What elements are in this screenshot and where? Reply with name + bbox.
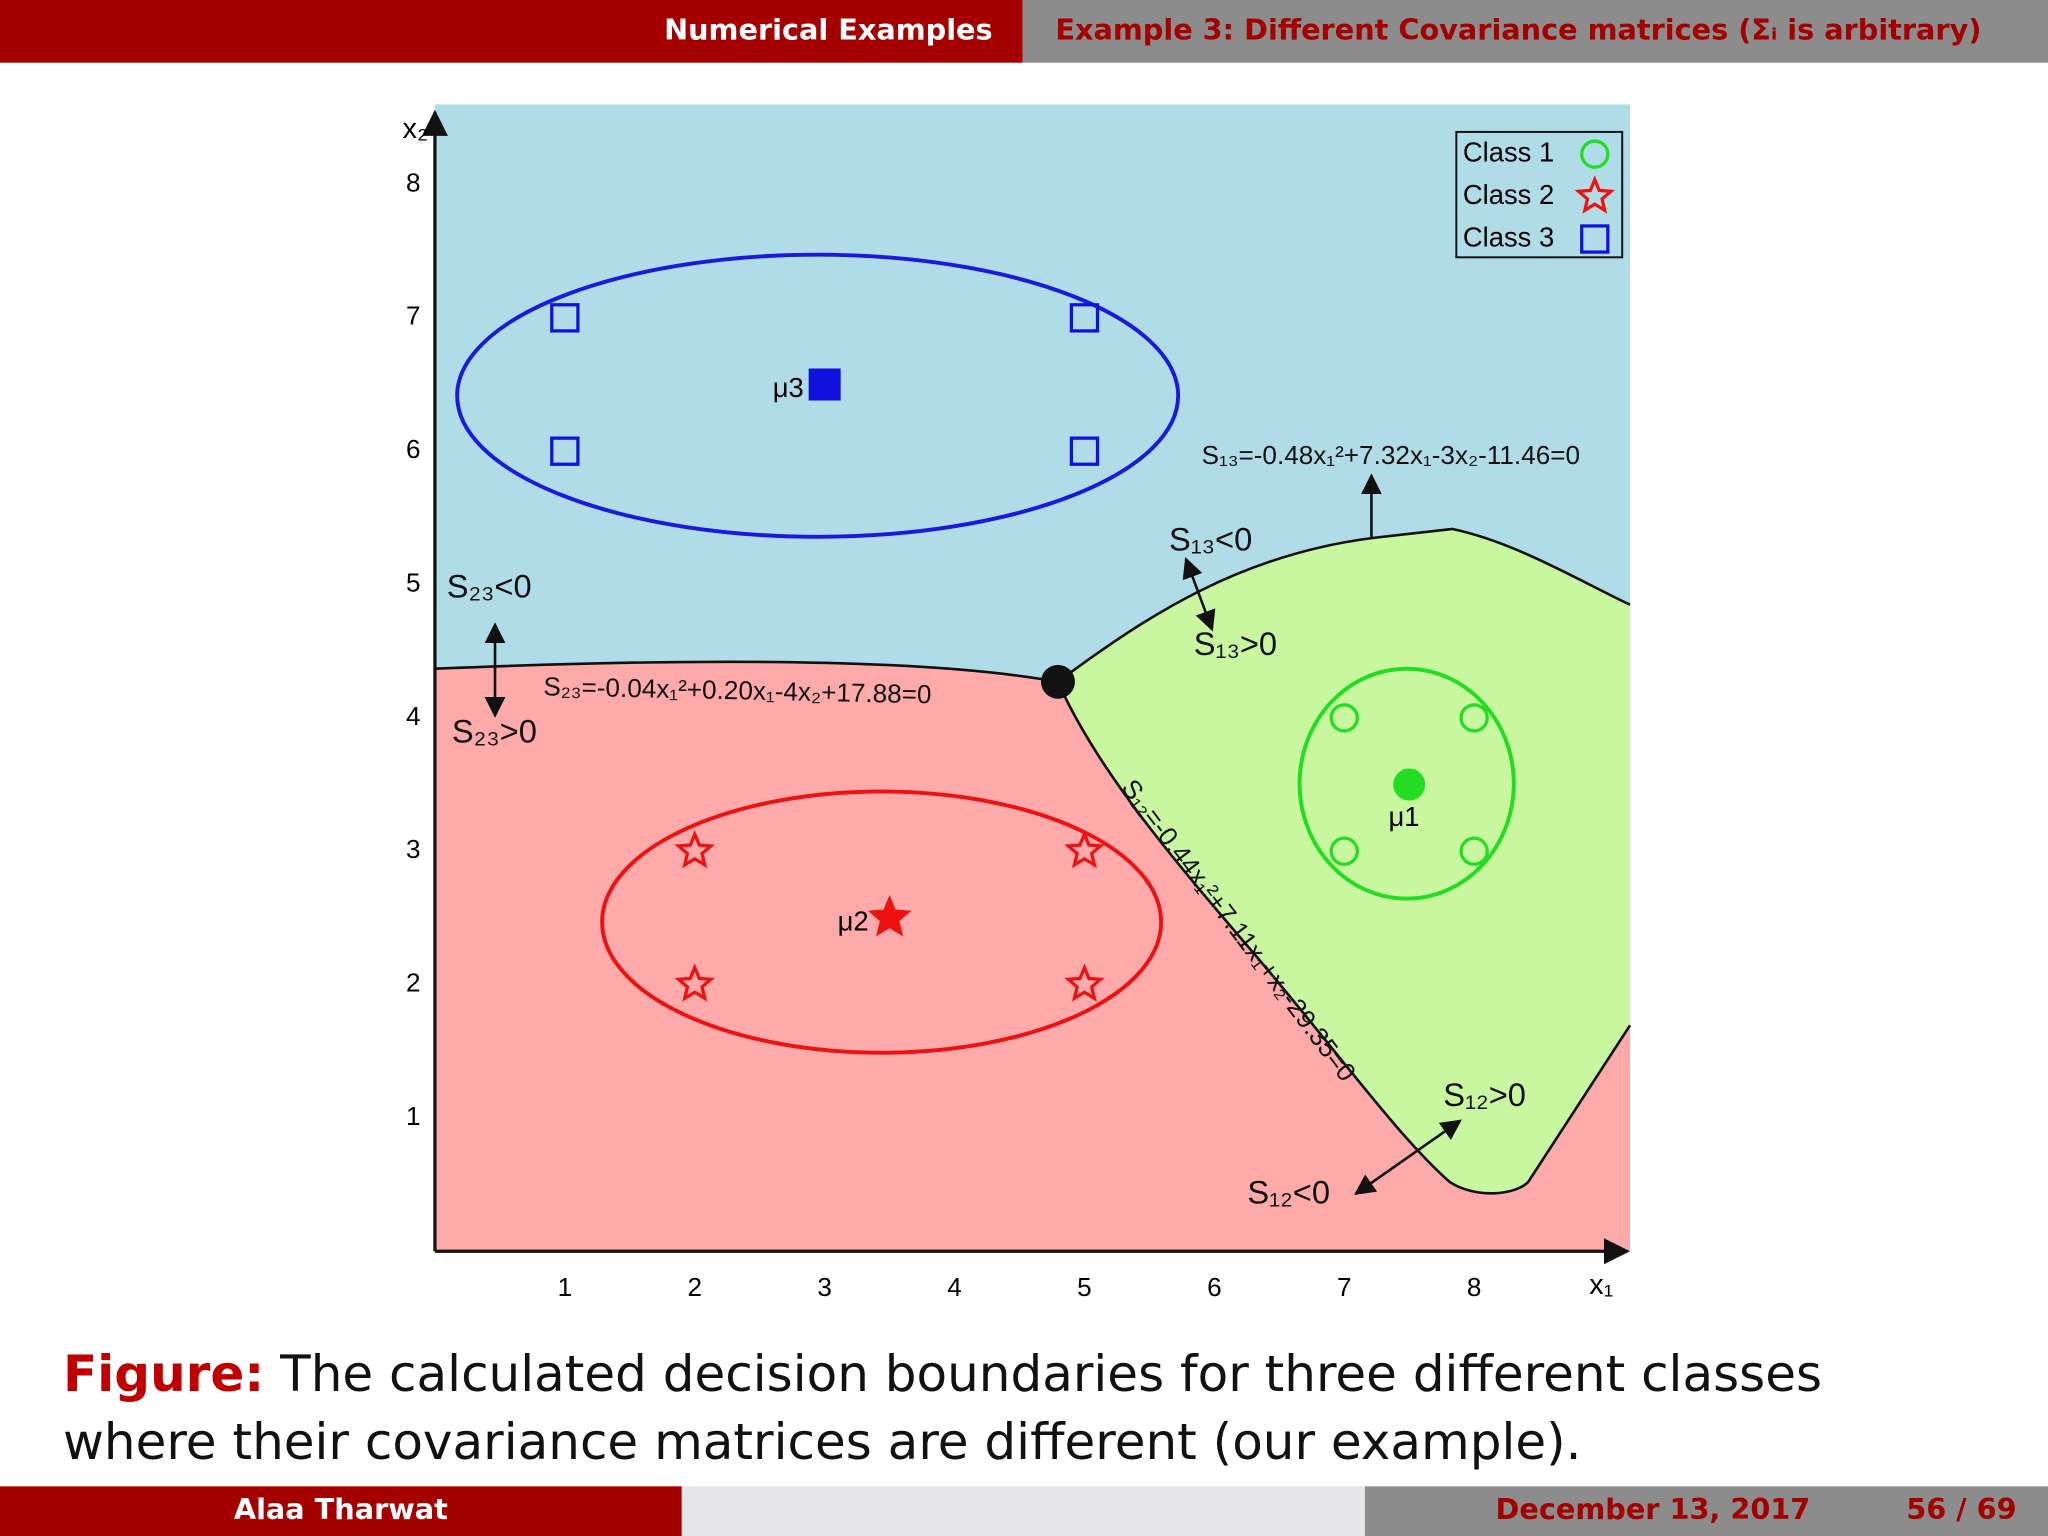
footer-page: 56 / 69 — [1906, 1492, 2016, 1526]
annotation: S₂₃<0 — [447, 568, 532, 605]
caption-label: Figure: — [63, 1345, 265, 1403]
legend-marker — [1580, 224, 1610, 254]
data-point — [674, 829, 715, 869]
data-point — [550, 303, 580, 333]
x-tick-label: 6 — [1207, 1272, 1222, 1302]
y-tick-label: 4 — [406, 701, 421, 731]
y-tick-label: 7 — [406, 301, 421, 331]
legend-label: Class 1 — [1463, 136, 1554, 167]
mean-point — [808, 368, 841, 401]
boundary-s12 — [1056, 681, 1632, 1195]
footer-author: Alaa Tharwat — [234, 1492, 448, 1526]
data-point — [1069, 303, 1100, 333]
x-tick-label: 1 — [558, 1272, 573, 1302]
header-left — [0, 0, 1023, 63]
data-point — [1064, 829, 1105, 869]
region-class1 — [1057, 528, 1631, 1194]
mean-label: μ3 — [773, 372, 804, 403]
legend-marker — [1580, 139, 1610, 169]
data-point — [1459, 703, 1489, 733]
mean-label: μ2 — [838, 905, 869, 936]
y-tick-label: 6 — [406, 434, 421, 464]
y-tick-label: 8 — [406, 167, 421, 197]
mean-label: μ1 — [1388, 801, 1419, 832]
section-title: Numerical Examples — [664, 12, 993, 46]
x-tick-label: 3 — [817, 1272, 832, 1302]
ellipse-class3 — [455, 252, 1181, 539]
mean-point — [867, 895, 912, 937]
annotation: S₂₃>0 — [452, 713, 537, 750]
annotation: S₁₂>0 — [1443, 1076, 1526, 1113]
ellipse-class1 — [1297, 666, 1516, 901]
legend-label: Class 2 — [1463, 179, 1554, 210]
x-tick-label: 2 — [687, 1272, 702, 1302]
x-tick-label: 7 — [1337, 1272, 1352, 1302]
legend-box — [1455, 130, 1624, 259]
footer-mid — [681, 1486, 1365, 1536]
footer-date: December 13, 2017 — [1496, 1492, 1811, 1526]
y-tick-label: 2 — [406, 967, 421, 997]
mean-point — [1393, 768, 1426, 801]
frame-title: Example 3: Different Covariance matrices… — [1055, 12, 1981, 46]
arrow — [1354, 1119, 1462, 1195]
annotation: S₁₂<0 — [1247, 1174, 1330, 1211]
intersection — [1040, 664, 1075, 699]
y-axis-label: x₂ — [403, 113, 429, 145]
arrow — [1182, 557, 1216, 632]
caption-text: The calculated decision boundaries for t… — [63, 1345, 1823, 1471]
annotation: S₁₃<0 — [1169, 521, 1252, 558]
x-tick-label: 8 — [1467, 1272, 1482, 1302]
y-tick-label: 5 — [406, 567, 421, 597]
header-right — [1022, 0, 2048, 63]
annotation: S₁₃>0 — [1194, 625, 1277, 662]
data-point — [1329, 836, 1359, 866]
data-point — [1329, 703, 1359, 733]
x-tick-label: 5 — [1077, 1272, 1092, 1302]
plot-marks: 1 2 3 4 5 6 7 8 1 2 3 4 5 6 7 8 μ1 Class 1 μ2 Class 2 μ3 Clas… — [406, 136, 1616, 1302]
x-tick-label: 4 — [947, 1272, 962, 1302]
x-axis-label: x₁ — [1589, 1269, 1613, 1301]
data-point — [550, 436, 580, 466]
footer-right — [1364, 1486, 2048, 1536]
data-point — [674, 963, 715, 1002]
region-class2 — [434, 661, 1631, 1252]
caption: Figure: The calculated decision boundari… — [63, 1340, 1988, 1476]
data-point — [1064, 963, 1105, 1002]
y-tick-label: 1 — [406, 1101, 421, 1131]
legend-marker — [1574, 175, 1616, 214]
data-point — [1459, 836, 1489, 866]
annotation: S₁₃=-0.48x₁²+7.32x₁-3x₂-11.46=0 — [1202, 440, 1580, 470]
footer-left — [0, 1486, 682, 1536]
y-tick-label: 3 — [406, 834, 421, 864]
legend-label: Class 3 — [1463, 221, 1554, 252]
data-point — [1069, 436, 1100, 466]
boundary-s23 — [434, 660, 1059, 684]
ellipse-class2 — [600, 789, 1164, 1055]
boundary-s13 — [1057, 527, 1631, 683]
